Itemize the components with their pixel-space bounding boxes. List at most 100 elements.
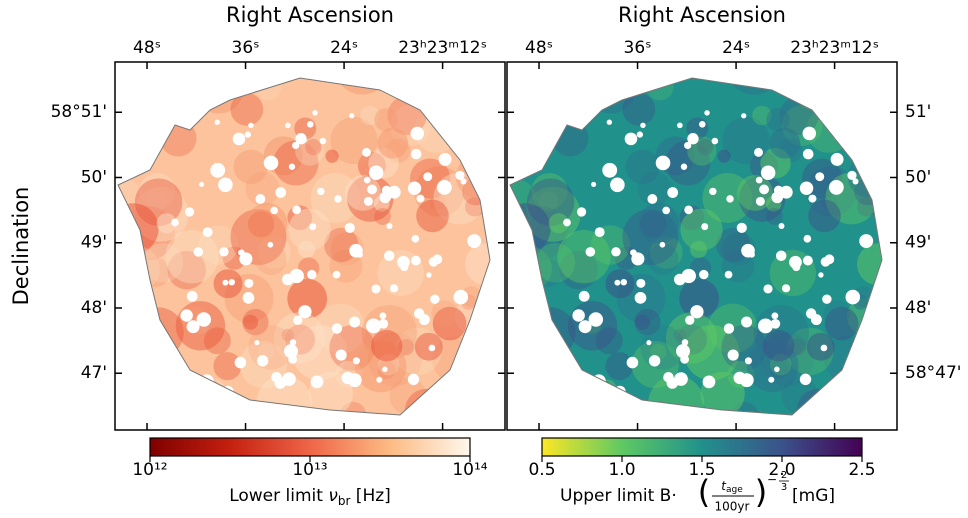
map-texture [548,116,561,129]
x-tick-label: 24ˢ [722,38,750,58]
masked-source [701,223,709,231]
masked-source [335,349,347,361]
axes-frame [114,61,506,431]
map-texture [646,78,674,101]
colorbar-tick-label: 2.5 [848,460,875,480]
masked-source [770,318,781,329]
map-texture [639,211,667,238]
masked-source [180,309,193,322]
masked-source [779,185,793,199]
map-texture [823,300,851,328]
masked-source [232,132,246,146]
masked-source [362,147,371,157]
masked-source [378,318,389,329]
map-texture [158,99,176,117]
map-texture [689,240,708,259]
map-texture [203,327,231,355]
masked-source [572,309,585,322]
map-texture [535,243,576,283]
masked-source [667,187,679,198]
masked-source [781,284,791,293]
masked-source [774,366,780,373]
masked-source [331,323,343,334]
masked-source [386,223,393,230]
map-texture [432,78,459,102]
x-tick-label: 36ˢ [624,38,652,58]
map-texture [525,92,570,137]
masked-source [368,165,384,180]
colorbar-tick-label: 10¹² [132,460,167,480]
masked-source [344,222,355,233]
masked-source [218,177,233,193]
masked-source [239,252,253,266]
masked-source [284,344,299,359]
map-texture [599,379,617,396]
masked-source [699,121,706,128]
map-texture [429,194,446,211]
masked-source [591,181,597,188]
exponent-sign: − [767,473,777,487]
masked-source [849,375,860,386]
map-texture [374,108,398,132]
masked-source [453,289,469,305]
x-tick-label: 24ˢ [330,38,358,58]
masked-source [758,318,773,334]
map-texture [156,213,177,234]
map-texture [647,243,679,275]
map-texture [465,243,490,286]
masked-source [267,241,274,248]
masked-source [699,269,709,280]
x-tick-label: 36ˢ [232,38,260,58]
map-texture [143,243,184,283]
map-texture [345,175,381,211]
map-texture [510,307,537,340]
colorbar-label-part: t [721,479,727,493]
colorbar-tick-label: 2.0 [768,460,795,480]
map-texture [377,127,409,159]
map-texture [637,171,672,206]
map-texture [634,308,661,336]
map-texture [595,327,623,355]
map-texture [856,197,877,217]
masked-source [802,126,817,141]
masked-source [741,113,747,119]
map-outline [509,77,883,416]
map-texture [717,149,731,163]
masked-source [655,155,671,171]
map-texture [821,194,838,211]
colorbar-tick-label: 0.5 [528,460,555,480]
masked-source [631,252,645,266]
map-texture [360,105,380,126]
masked-source [636,278,646,288]
map-texture [288,208,331,251]
map-texture [867,99,882,117]
masked-source [818,272,824,278]
map-texture [245,171,280,206]
map-texture [464,197,485,217]
map-texture [857,243,882,286]
map-texture [256,375,313,415]
masked-source [676,344,691,359]
map-texture [156,116,169,129]
map-texture [354,340,407,393]
masked-source [802,255,813,266]
masked-source [430,294,440,304]
masked-source [646,340,652,346]
paren: ( [698,473,710,511]
map-outline [117,77,491,416]
y-tick-label: 58°51' [51,102,107,122]
masked-source [624,132,638,146]
masked-source [681,268,696,284]
masked-source [830,152,844,166]
masked-source [379,191,392,204]
masked-source [680,163,688,170]
masked-source [293,315,303,325]
masked-source [702,375,716,389]
masked-source [684,205,693,215]
masked-source [704,110,710,116]
masked-source [186,320,200,334]
masked-source [349,113,355,119]
masked-source [423,172,433,182]
map-texture [510,232,528,261]
map-texture [840,78,882,126]
